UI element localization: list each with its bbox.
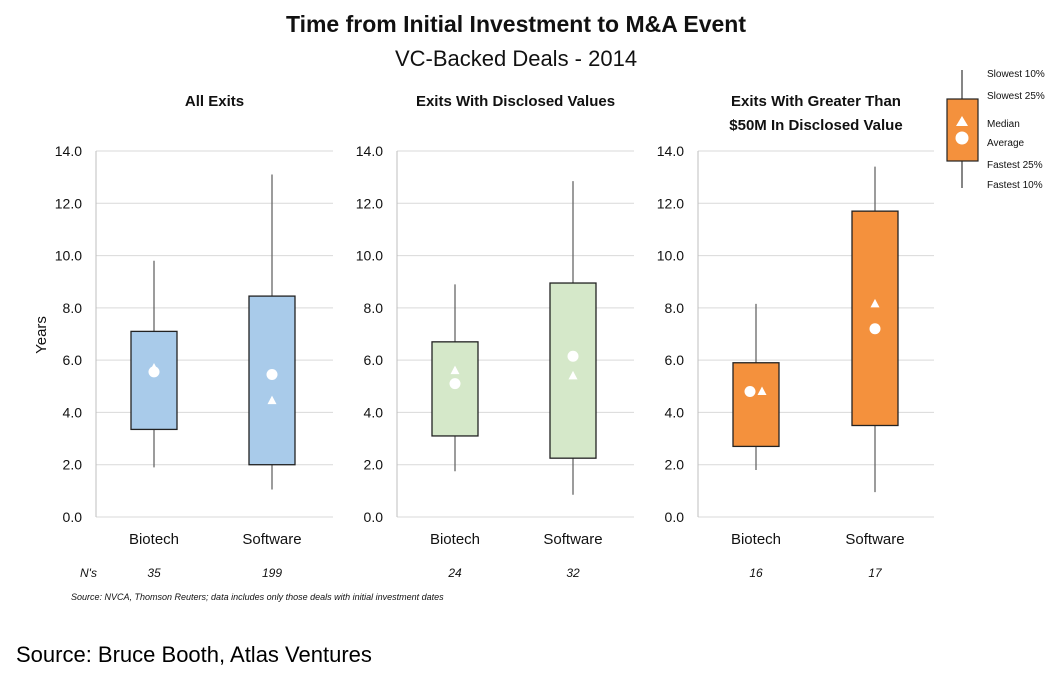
n-label: N's (80, 566, 97, 580)
median-marker (267, 395, 277, 405)
legend-slowest-10: Slowest 10% (987, 69, 1045, 80)
y-tick-label: 6.0 (665, 352, 685, 368)
y-tick-label: 10.0 (657, 248, 684, 264)
panel-title-3: Exits With Greater Than (731, 93, 901, 110)
y-tick-label: 6.0 (364, 352, 384, 368)
panel-title-1: All Exits (185, 93, 244, 110)
category-label: Biotech (731, 531, 781, 548)
y-tick-label: 8.0 (364, 300, 384, 316)
y-tick-label: 0.0 (63, 509, 83, 525)
legend-median-marker (956, 116, 968, 126)
median-marker (757, 386, 767, 396)
box (732, 362, 780, 448)
y-tick-label: 10.0 (55, 248, 82, 264)
y-tick-label: 14.0 (55, 143, 82, 159)
category-label: Biotech (129, 531, 179, 548)
y-tick-label: 4.0 (364, 404, 384, 420)
n-value: 16 (749, 566, 763, 580)
category-label: Biotech (430, 531, 480, 548)
average-marker (148, 366, 160, 378)
legend-slowest-25: Slowest 25% (987, 91, 1045, 102)
legend-average-marker (955, 131, 969, 145)
legend-fastest-25: Fastest 25% (987, 160, 1043, 171)
category-label: Software (242, 531, 301, 548)
average-marker (449, 378, 461, 390)
y-tick-label: 4.0 (63, 404, 83, 420)
panel-title-3: $50M In Disclosed Value (729, 117, 902, 134)
source-note: Source: NVCA, Thomson Reuters; data incl… (71, 592, 444, 602)
average-marker (744, 386, 756, 398)
y-tick-label: 12.0 (657, 195, 684, 211)
y-axis-label: Years (33, 316, 50, 354)
median-marker (450, 365, 460, 375)
y-tick-label: 12.0 (55, 195, 82, 211)
chart-title: Time from Initial Investment to M&A Even… (286, 11, 746, 37)
y-tick-label: 14.0 (657, 143, 684, 159)
n-value: 32 (566, 566, 580, 580)
n-value: 17 (868, 566, 883, 580)
panel-title-2: Exits With Disclosed Values (416, 93, 615, 110)
median-marker (568, 370, 578, 380)
category-label: Software (845, 531, 904, 548)
y-tick-label: 2.0 (63, 457, 83, 473)
box (248, 295, 296, 466)
average-marker (266, 369, 278, 381)
category-label: Software (543, 531, 602, 548)
y-tick-label: 10.0 (356, 248, 383, 264)
y-tick-label: 0.0 (364, 509, 384, 525)
y-tick-label: 2.0 (364, 457, 384, 473)
legend-median: Median (987, 119, 1020, 130)
y-tick-label: 0.0 (665, 509, 685, 525)
y-tick-label: 12.0 (356, 195, 383, 211)
legend-average: Average (987, 138, 1025, 149)
box (549, 282, 597, 459)
average-marker (567, 350, 579, 362)
box (851, 210, 899, 427)
average-marker (869, 323, 881, 335)
y-tick-label: 8.0 (63, 300, 83, 316)
n-value: 35 (147, 566, 161, 580)
footer-source: Source: Bruce Booth, Atlas Ventures (16, 642, 372, 667)
y-tick-label: 14.0 (356, 143, 383, 159)
y-tick-label: 6.0 (63, 352, 83, 368)
n-value: 199 (262, 566, 282, 580)
y-tick-label: 4.0 (665, 404, 685, 420)
legend-box (946, 98, 979, 162)
n-value: 24 (447, 566, 462, 580)
legend-fastest-10: Fastest 10% (987, 180, 1043, 191)
y-tick-label: 8.0 (665, 300, 685, 316)
y-tick-label: 2.0 (665, 457, 685, 473)
box (130, 330, 178, 431)
median-marker (870, 298, 880, 308)
chart-subtitle: VC-Backed Deals - 2014 (395, 46, 637, 71)
